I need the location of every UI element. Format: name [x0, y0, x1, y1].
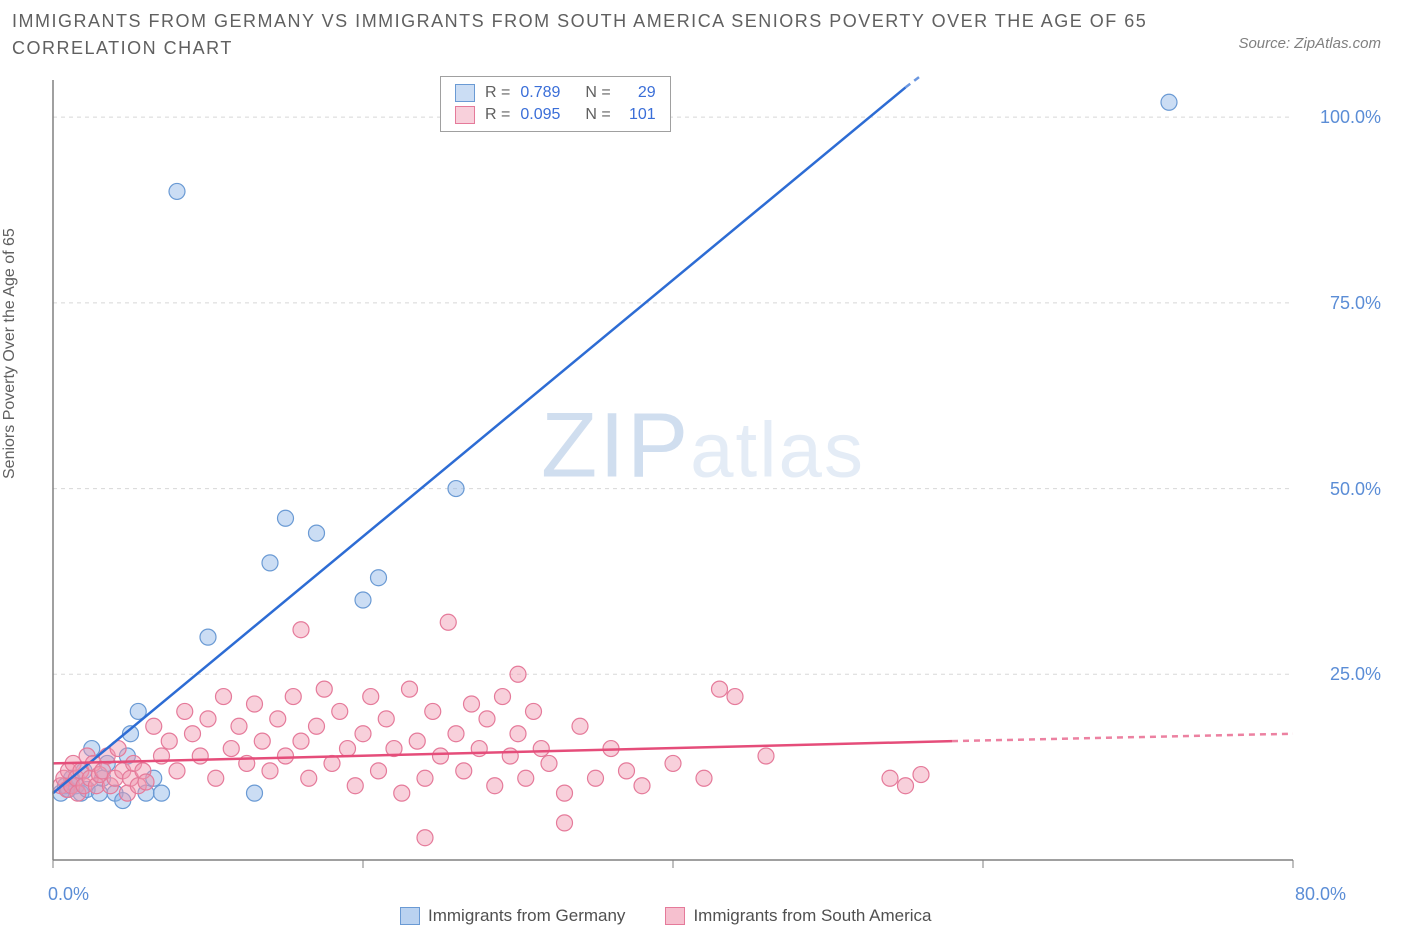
n-label: N = — [585, 106, 610, 124]
y-axis-label: Seniors Poverty Over the Age of 65 — [1, 228, 19, 479]
n-value-south-america: 101 — [621, 106, 656, 124]
n-label: N = — [585, 84, 610, 102]
r-label: R = — [485, 84, 510, 102]
y-tick-label: 100.0% — [1320, 107, 1381, 128]
legend-item-germany: Immigrants from Germany — [400, 906, 625, 926]
scatter-plot — [48, 75, 1298, 875]
y-tick-label: 50.0% — [1330, 479, 1381, 500]
source-attribution: Source: ZipAtlas.com — [1238, 35, 1381, 52]
legend-label-south-america: Immigrants from South America — [693, 906, 931, 926]
legend-row-germany: R = 0.789 N = 29 — [455, 82, 656, 104]
swatch-germany-icon — [400, 907, 420, 925]
correlation-legend: R = 0.789 N = 29 R = 0.095 N = 101 — [440, 76, 671, 132]
swatch-south-america — [455, 106, 475, 124]
chart-title: IMMIGRANTS FROM GERMANY VS IMMIGRANTS FR… — [12, 8, 1212, 62]
y-tick-label: 25.0% — [1330, 664, 1381, 685]
x-tick-0: 0.0% — [48, 884, 89, 905]
x-tick-80: 80.0% — [1295, 884, 1346, 905]
r-value-germany: 0.789 — [520, 84, 575, 102]
y-tick-label: 75.0% — [1330, 293, 1381, 314]
r-label: R = — [485, 106, 510, 124]
legend-item-south-america: Immigrants from South America — [665, 906, 931, 926]
n-value-germany: 29 — [621, 84, 656, 102]
swatch-germany — [455, 84, 475, 102]
legend-row-south-america: R = 0.095 N = 101 — [455, 104, 656, 126]
legend-label-germany: Immigrants from Germany — [428, 906, 625, 926]
swatch-south-america-icon — [665, 907, 685, 925]
r-value-south-america: 0.095 — [520, 106, 575, 124]
series-legend: Immigrants from Germany Immigrants from … — [400, 906, 932, 926]
